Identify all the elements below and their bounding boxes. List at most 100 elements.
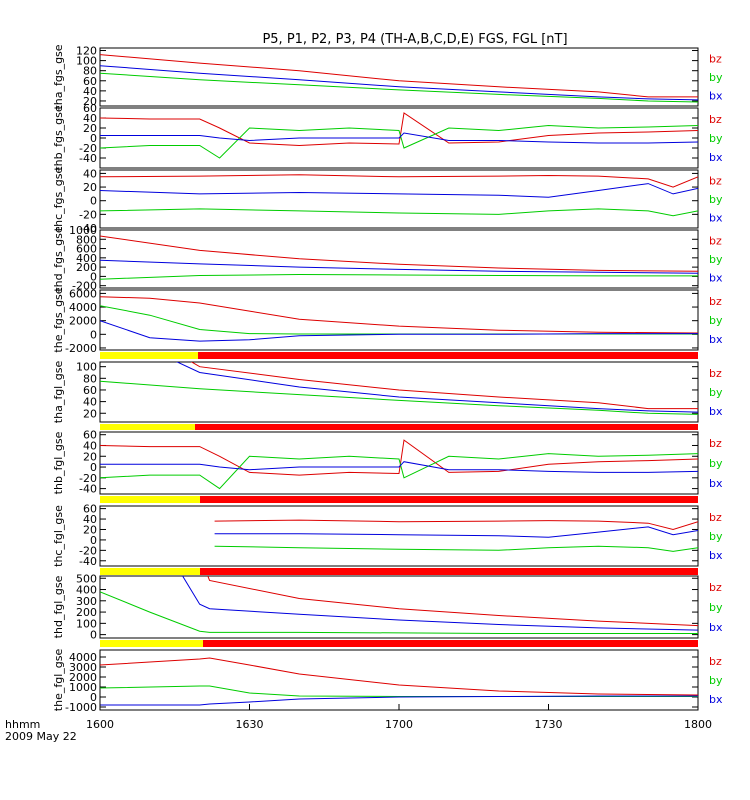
ytick-label: 20 <box>83 181 97 194</box>
ytick-label: 400 <box>76 252 97 265</box>
ytick-label: 6000 <box>69 287 97 300</box>
ylabel: thb_fgl_gse <box>52 431 65 494</box>
xtick-label: 1800 <box>684 718 712 731</box>
ylabel: thc_fgl_gse <box>52 505 65 567</box>
ytick-label: 80 <box>83 65 97 78</box>
ytick-label: -40 <box>79 222 97 235</box>
series-line-bx <box>100 183 698 198</box>
ylabel: tha_fgs_gse <box>52 44 65 109</box>
ytick-label: 0 <box>90 534 97 547</box>
legend-by: by <box>709 193 723 206</box>
status-bar-red <box>200 568 698 575</box>
series-line-by <box>100 453 698 490</box>
ytick-label: 40 <box>83 112 97 125</box>
ytick-label: 1000 <box>69 224 97 237</box>
legend-bx: bx <box>709 151 723 164</box>
ytick-label: 4000 <box>69 301 97 314</box>
series-line-by <box>100 305 698 335</box>
ytick-label: 20 <box>83 122 97 135</box>
series-line-by <box>100 685 698 697</box>
status-bars <box>100 352 698 647</box>
panel-frame <box>99 229 699 289</box>
legend-bz: bz <box>709 174 722 187</box>
time-label: hhmm <box>5 718 40 731</box>
legend-bz: bz <box>709 52 722 65</box>
xtick-label: 1600 <box>86 718 114 731</box>
ytick-label: -2000 <box>65 342 97 355</box>
ylabel: the_fgl_gse <box>52 649 65 712</box>
status-bar-red <box>195 424 698 430</box>
series-line-bx <box>182 576 698 631</box>
legend-by: by <box>709 314 723 327</box>
status-bar-yellow <box>100 352 198 359</box>
panel-frame <box>99 505 699 567</box>
legend-by: by <box>709 674 723 687</box>
ytick-label: 20 <box>83 407 97 420</box>
ytick-label: -40 <box>79 555 97 568</box>
series-line-by <box>100 72 698 103</box>
legend-bz: bz <box>709 113 722 126</box>
ytick-label: 500 <box>76 572 97 585</box>
ytick-label: 40 <box>83 513 97 526</box>
series-line-bz <box>100 657 698 696</box>
ytick-label: 100 <box>76 617 97 630</box>
series-line-bz <box>100 235 698 272</box>
series-line-bz <box>100 54 698 98</box>
ytick-label: -20 <box>79 472 97 485</box>
legend-bx: bx <box>709 477 723 490</box>
legend-bx: bx <box>709 693 723 706</box>
status-bar-red <box>200 496 698 503</box>
series-line-bx <box>100 132 698 144</box>
legend-bz: bz <box>709 295 722 308</box>
ylabel: thb_fgs_gse <box>52 105 65 171</box>
ytick-label: 60 <box>83 503 97 516</box>
series-line-bx <box>100 259 698 274</box>
ytick-label: 200 <box>76 261 97 274</box>
ytick-label: 600 <box>76 243 97 256</box>
panel-frame <box>99 361 699 423</box>
legend-by: by <box>709 253 723 266</box>
ytick-label: 0 <box>90 270 97 283</box>
panel-frame <box>99 289 699 351</box>
ytick-label: 400 <box>76 584 97 597</box>
series-line-bz <box>100 439 698 476</box>
series-line-bz <box>100 296 698 334</box>
status-bar-yellow <box>100 568 200 575</box>
series-line-by <box>100 591 698 634</box>
ytick-label: -20 <box>79 544 97 557</box>
legend-bz: bz <box>709 437 722 450</box>
ytick-label: 40 <box>83 439 97 452</box>
ytick-label: 40 <box>83 167 97 180</box>
status-bar-yellow <box>100 640 203 647</box>
ytick-label: 2000 <box>69 671 97 684</box>
ylabel: tha_fgl_gse <box>52 361 65 424</box>
xtick-label: 1630 <box>236 718 264 731</box>
ytick-label: 60 <box>83 429 97 442</box>
legend-bz: bz <box>709 234 722 247</box>
ytick-label: 20 <box>83 523 97 536</box>
ytick-label: 0 <box>90 691 97 704</box>
panel-frame <box>99 649 699 711</box>
ytick-label: -40 <box>79 152 97 165</box>
series-line-bx <box>100 320 698 342</box>
xtick-label: 1700 <box>385 718 413 731</box>
series-line-bx <box>176 362 698 413</box>
x-axis: 1600 1630 1700 1730 1800 <box>86 704 712 731</box>
ytick-label: 3000 <box>69 661 97 674</box>
panel-frame <box>99 169 699 229</box>
ytick-label: 100 <box>76 361 97 374</box>
legend-bz: bz <box>709 367 722 380</box>
panel-frame <box>99 575 699 639</box>
date-label: 2009 May 22 <box>5 730 77 743</box>
ytick-label: 120 <box>76 45 97 58</box>
series-line-by <box>100 380 698 415</box>
series-line-bx <box>100 461 698 473</box>
ytick-label: -20 <box>79 142 97 155</box>
